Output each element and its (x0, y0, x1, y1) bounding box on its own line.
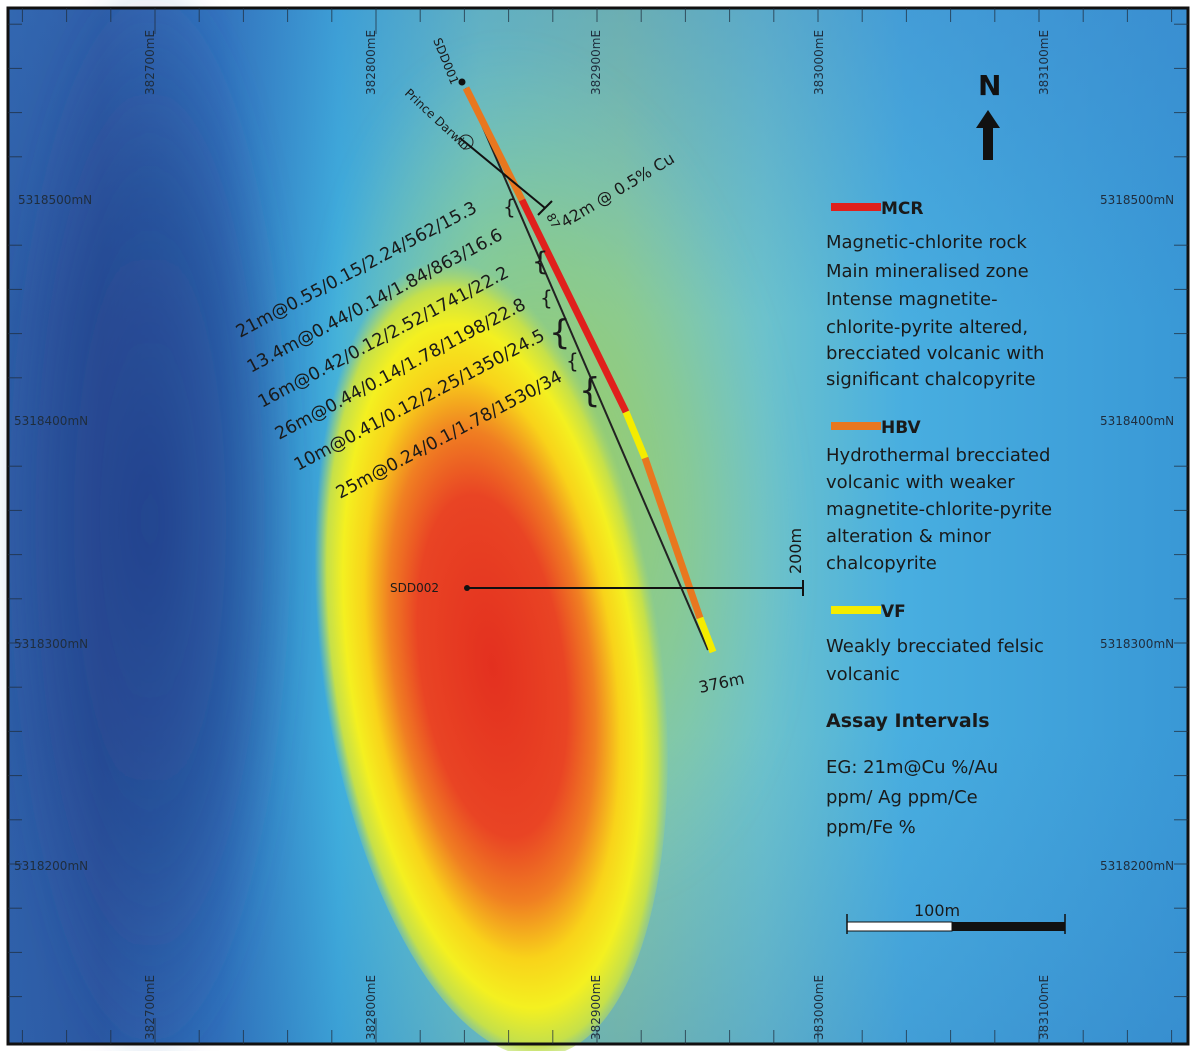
collar-marker (458, 78, 466, 86)
legend-desc-hbv: volcanic with weaker (826, 472, 1015, 493)
north-label: N (978, 69, 1001, 102)
scale-segment-black (952, 922, 1065, 931)
easting-label-top: 382700mE (143, 30, 157, 95)
legend-desc-vf: Weakly brecciated felsic (826, 636, 1044, 657)
collar-marker (464, 585, 470, 591)
bracket-glyph: { (540, 286, 553, 310)
map-frame (6, 6, 1190, 1046)
easting-label-bottom: 382900mE (589, 975, 603, 1040)
hole-depth-label: 200m (786, 528, 805, 574)
easting-label-bottom: 383000mE (812, 975, 826, 1040)
legend-desc-mcr: significant chalcopyrite (826, 369, 1036, 390)
scale-label: 100m (914, 901, 960, 920)
drillhole-sdd002: SDD002 200m (390, 528, 805, 596)
hole-name-label: SDD002 (390, 581, 439, 595)
interval-vf (622, 410, 649, 460)
legend-desc-hbv: chalcopyrite (826, 553, 937, 574)
legend: MCR Magnetic-chlorite rock Main minerali… (826, 199, 1052, 838)
magnetic-low (0, 0, 300, 1051)
easting-label-top: 382900mE (589, 30, 603, 95)
easting-label-top: 383100mE (1037, 30, 1051, 95)
northing-labels-right: 5318500mN 5318400mN 5318300mN 5318200mN (1100, 193, 1174, 873)
legend-desc-mcr: Main mineralised zone (826, 261, 1029, 282)
easting-labels-top: 382700mE 382800mE 382900mE 383000mE 3831… (143, 30, 1051, 95)
bracket-glyph: { (549, 313, 571, 353)
northing-label-right: 5318500mN (1100, 193, 1174, 207)
bracket-glyph: { (566, 349, 579, 373)
easting-label-top: 382800mE (364, 30, 378, 95)
northing-label-left: 5318200mN (14, 859, 88, 873)
legend-desc-mcr: Intense magnetite- (826, 289, 998, 310)
northing-label-right: 5318200mN (1100, 859, 1174, 873)
assay-brackets: { { { { { { (503, 195, 601, 411)
northing-label-left: 5318500mN (18, 193, 92, 207)
legend-desc-mcr: brecciated volcanic with (826, 343, 1044, 364)
easting-label-bottom: 382800mE (364, 975, 378, 1040)
grid-ticks (8, 8, 1188, 1044)
northing-label-right: 5318400mN (1100, 414, 1174, 428)
historic-end-tick (537, 200, 553, 216)
dip-label: 87 (543, 211, 563, 231)
legend-swatch-mcr (831, 203, 881, 211)
legend-swatch-vf (831, 606, 881, 614)
legend-desc-hbv: alteration & minor (826, 526, 992, 547)
historic-trace (459, 137, 546, 209)
legend-desc-vf: volcanic (826, 664, 900, 685)
scale-bar: 100m (846, 901, 1066, 934)
interval-hbv (641, 456, 704, 620)
northing-label-left: 5318400mN (14, 414, 88, 428)
northing-label-left: 5318300mN (14, 637, 88, 651)
legend-assay-desc: ppm/ Ag ppm/Ce (826, 787, 978, 808)
interval-mcr (518, 198, 630, 414)
prospect-marker (458, 134, 474, 150)
legend-assay-desc: EG: 21m@Cu %/Au (826, 757, 998, 778)
north-arrow-icon (976, 110, 1000, 160)
easting-label-bottom: 382700mE (143, 975, 157, 1040)
magnetic-anomaly (312, 243, 668, 1051)
legend-desc-hbv: magnetite-chlorite-pyrite (826, 499, 1052, 520)
legend-assay-desc: ppm/Fe % (826, 817, 916, 838)
northing-label-right: 5318300mN (1100, 637, 1174, 651)
scale-segment-white (846, 921, 953, 932)
bracket-glyph: { (503, 195, 516, 219)
easting-labels-bottom: 382700mE 382800mE 382900mE 383000mE 3831… (143, 975, 1051, 1040)
drill-trace-thin (465, 87, 709, 651)
bracket-glyph: { (579, 371, 601, 411)
legend-code-vf: VF (881, 602, 906, 622)
northing-labels-left: 5318500mN 5318400mN 5318300mN 5318200mN (14, 193, 92, 873)
legend-assay-title: Assay Intervals (826, 710, 990, 732)
legend-code-hbv: HBV (881, 418, 921, 438)
legend-code-mcr: MCR (881, 199, 923, 219)
legend-desc-mcr: Magnetic-chlorite rock (826, 232, 1027, 253)
legend-desc-mcr: chlorite-pyrite altered, (826, 317, 1028, 338)
easting-label-bottom: 383100mE (1037, 975, 1051, 1040)
bracket-glyph: { (532, 247, 549, 277)
interval-vf (696, 616, 717, 654)
legend-desc-hbv: Hydrothermal brecciated (826, 445, 1050, 466)
legend-swatch-hbv (831, 422, 881, 430)
north-arrow: N (976, 69, 1001, 160)
easting-label-top: 383000mE (812, 30, 826, 95)
